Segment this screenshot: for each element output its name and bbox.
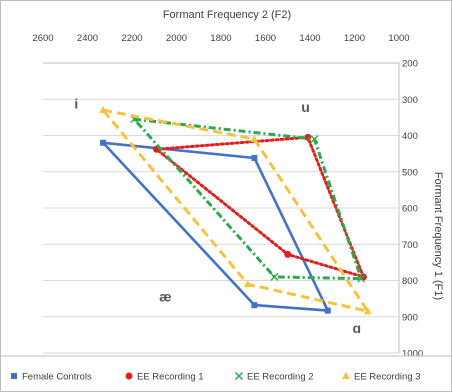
series-female-controls (100, 139, 331, 314)
legend-item: EE Recording 2 (235, 372, 314, 383)
y-tick-label: 1000 (402, 349, 423, 360)
series-lines (99, 106, 372, 315)
x-tick-label: 2400 (77, 33, 98, 44)
vowel-label: æ (159, 289, 171, 305)
legend-label: EE Recording 2 (247, 372, 314, 383)
y-tick-label: 200 (402, 59, 418, 70)
x-tick-label: 2000 (166, 33, 187, 44)
x-tick-label: 1800 (210, 33, 231, 44)
legend: Female Controls EE Recording 1 EE Recordin… (11, 372, 421, 383)
series-line (102, 141, 330, 312)
vowel-labels: i u æ ɑ (74, 95, 361, 336)
x-tick-label: 1000 (388, 33, 409, 44)
data-point (100, 139, 107, 146)
legend-item: EE Recording 1 (125, 372, 204, 383)
series-line (101, 108, 370, 313)
legend-item: EE Recording 3 (342, 372, 421, 383)
data-point (310, 135, 319, 144)
legend-label: EE Recording 3 (354, 372, 421, 383)
y-tick-label: 600 (402, 204, 418, 215)
legend-item: Female Controls (11, 372, 92, 383)
y-tick-label: 900 (402, 312, 418, 323)
legend-marker (235, 372, 243, 380)
data-point (251, 154, 258, 161)
gridlines (43, 62, 400, 354)
x-tick-label: 1200 (344, 33, 365, 44)
data-point (251, 302, 258, 309)
data-point (243, 280, 252, 288)
data-point (363, 307, 372, 315)
x-tick-label: 1400 (299, 33, 320, 44)
vowel-label: i (74, 95, 78, 111)
x-tick-label: 2600 (32, 33, 53, 44)
x-axis-title: Formant Frequency 2 (F2) (163, 9, 291, 21)
y-tick-label: 500 (402, 167, 418, 178)
data-point (270, 272, 279, 281)
data-point (250, 135, 259, 143)
vowel-label: u (301, 99, 310, 115)
legend-label: Female Controls (22, 372, 92, 383)
data-point (99, 106, 108, 114)
data-point (357, 274, 366, 283)
y-tick-label: 300 (402, 95, 418, 106)
y-tick-label: 700 (402, 240, 418, 251)
data-point (284, 250, 292, 258)
legend-marker (342, 372, 350, 379)
x-tick-label: 2200 (121, 33, 142, 44)
vowel-label: ɑ (352, 320, 361, 336)
tick-labels: 200 300 400 500 600 700 800 900 1000 2600 2400 2200… (32, 33, 423, 360)
series-ee-recording-3 (99, 106, 372, 315)
series-ee-recording-2 (130, 115, 366, 283)
y-tick-label: 800 (402, 276, 418, 287)
data-point (324, 307, 331, 314)
legend-label: EE Recording 1 (137, 372, 204, 383)
y-axis-title: Formant Frequency 1 (F1) (432, 172, 444, 300)
legend-marker (125, 372, 133, 380)
legend-marker (11, 373, 17, 379)
x-tick-label: 1600 (255, 33, 276, 44)
series-line (133, 117, 363, 281)
y-tick-label: 400 (402, 131, 418, 142)
